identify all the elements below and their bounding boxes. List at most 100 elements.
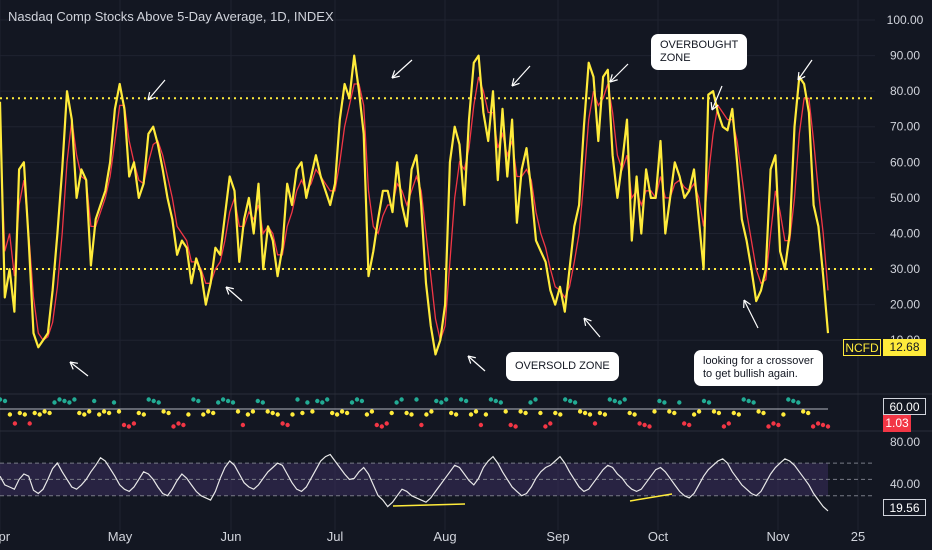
x-tick-label: Jul xyxy=(327,529,344,544)
osc-dot xyxy=(597,410,603,416)
osc-dot xyxy=(558,412,563,417)
osc-dot xyxy=(736,412,741,417)
osc-dot xyxy=(672,410,677,416)
osc-dot xyxy=(404,410,409,416)
osc-dot xyxy=(568,398,573,404)
osc-dot xyxy=(577,409,583,414)
osc-dot xyxy=(612,398,617,404)
overbought-line-2: ZONE xyxy=(660,52,691,64)
osc-dot xyxy=(637,421,642,426)
threshold-lines xyxy=(0,97,875,271)
osc-dot xyxy=(166,410,171,416)
osc-dot xyxy=(131,421,137,426)
osc-dot xyxy=(414,397,419,402)
osc-dot xyxy=(602,412,608,417)
osc-dot xyxy=(280,421,285,426)
osc-dot xyxy=(0,397,3,402)
osc-dot xyxy=(186,412,191,417)
osc-dot xyxy=(796,400,801,405)
osc-dot xyxy=(245,412,251,417)
osc-dot xyxy=(711,409,717,414)
osc-dot xyxy=(463,398,469,404)
osc-dot xyxy=(82,412,87,417)
osc-dot xyxy=(572,400,578,405)
osc-dot xyxy=(503,409,508,414)
osc-dot xyxy=(533,397,538,402)
osc-lower-badge: 1.03 xyxy=(883,415,911,432)
osc-dot xyxy=(825,424,831,429)
osc-dot xyxy=(201,412,206,417)
osc-dot xyxy=(191,397,196,402)
osc-dot xyxy=(453,412,459,417)
crossover-line-2: to get bullish again. xyxy=(703,368,798,380)
y-tick-label: 40.00 xyxy=(890,226,920,240)
osc-dot xyxy=(434,398,439,404)
osc-dot xyxy=(523,410,528,416)
osc-dot xyxy=(270,410,275,416)
osc-dot xyxy=(42,409,47,414)
osc-dot xyxy=(295,397,300,402)
osc-dot xyxy=(687,422,692,428)
oversold-label: OVERSOLD ZONE xyxy=(515,360,610,372)
osc-dot xyxy=(62,398,67,404)
osc-dot xyxy=(369,409,375,414)
osc-dot xyxy=(667,409,672,414)
osc-dot xyxy=(553,410,558,416)
arrow-icon xyxy=(69,361,89,377)
osc-dot xyxy=(275,412,280,417)
arrow-icon xyxy=(583,317,601,338)
osc-dot xyxy=(810,424,816,429)
osc-dot xyxy=(548,421,553,426)
osc-dot xyxy=(751,400,756,405)
y-tick-label: 90.00 xyxy=(890,49,920,63)
osc-dot xyxy=(801,409,806,414)
osc-dot xyxy=(746,398,751,404)
osc-dot xyxy=(721,424,727,429)
osc-dot xyxy=(786,397,791,402)
osc-dot xyxy=(196,398,201,404)
x-axis-ticks: Apr May Jun Jul Aug Sep Oct Nov 25 xyxy=(0,529,865,544)
osc-dot xyxy=(731,410,736,416)
x-tick-label: Apr xyxy=(0,529,11,544)
rsi-pane xyxy=(0,453,875,512)
y-tick-label: 20.00 xyxy=(890,298,920,312)
osc-dot xyxy=(518,409,523,414)
osc-dot xyxy=(339,409,345,414)
osc-dot xyxy=(310,409,315,414)
osc-dot xyxy=(151,398,156,404)
osc-dot xyxy=(374,422,379,428)
y-tick-label: 80.00 xyxy=(890,84,920,98)
osc-dot xyxy=(305,400,310,405)
osc-dot xyxy=(364,412,370,417)
osc-dot xyxy=(696,409,702,414)
osc-dot xyxy=(478,422,484,428)
osc-dot xyxy=(528,400,533,405)
osc-dot xyxy=(141,412,146,417)
osc-dot xyxy=(657,398,662,404)
osc-dot xyxy=(290,412,295,417)
osc-dot xyxy=(776,422,781,428)
osc-dot xyxy=(359,398,365,404)
arrow-icon xyxy=(743,299,759,329)
osc-dot xyxy=(483,412,489,417)
crossover-line-1: looking for a crossover xyxy=(703,355,814,367)
rsi-value-badge: 19.56 xyxy=(883,499,926,516)
overbought-annotation: OVERBOUGHT ZONE xyxy=(651,34,748,70)
osc-dot xyxy=(101,409,107,414)
osc-dot xyxy=(17,410,22,416)
osc-dot xyxy=(47,410,52,416)
osc-dot xyxy=(300,410,305,416)
rsi-y-tick-label: 40.00 xyxy=(890,477,920,491)
osc-dot xyxy=(7,412,13,417)
osc-dot xyxy=(330,410,335,416)
osc-dot xyxy=(468,412,474,417)
osc-dot xyxy=(220,397,226,402)
osc-dot xyxy=(766,424,771,429)
osc-dot xyxy=(791,398,796,404)
osc-dot xyxy=(617,400,622,405)
osc-dot xyxy=(761,410,766,416)
divergence-line xyxy=(392,503,466,507)
osc-dot xyxy=(741,397,746,402)
x-tick-label: Oct xyxy=(648,529,669,544)
